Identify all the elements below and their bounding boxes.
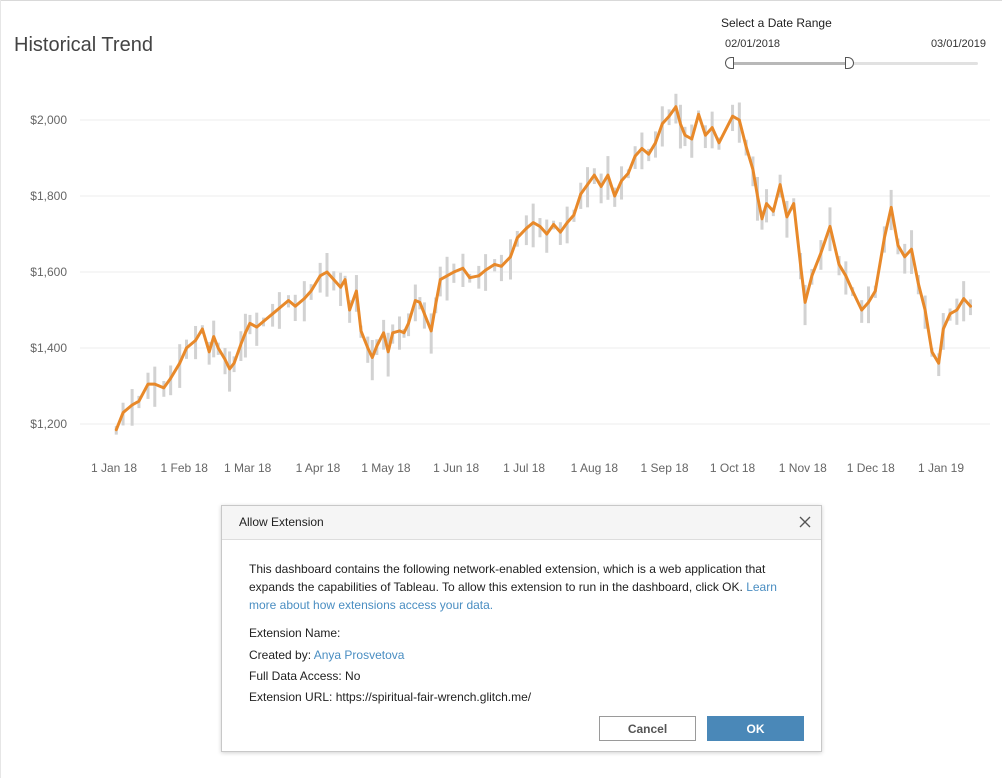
full-data-access-label: Full Data Access:: [249, 669, 342, 683]
x-tick-label: 1 May 18: [361, 461, 411, 475]
dialog-title: Allow Extension: [239, 515, 324, 529]
dialog-header: Allow Extension: [222, 506, 821, 540]
x-tick-label: 1 Jan 19: [918, 461, 964, 475]
y-tick-label: $1,800: [30, 189, 67, 203]
cancel-button[interactable]: Cancel: [599, 716, 696, 741]
y-axis: $1,200 $1,400 $1,600 $1,800 $2,000: [30, 113, 67, 431]
x-tick-label: 1 Oct 18: [710, 461, 756, 475]
created-by-row: Created by: Anya Prosvetova: [249, 648, 404, 662]
x-tick-label: 1 Dec 18: [847, 461, 895, 475]
frame-left-border: [0, 0, 1, 778]
extension-name-label: Extension Name:: [249, 626, 341, 640]
frame-top-border: [0, 0, 1002, 1]
ok-button[interactable]: OK: [707, 716, 804, 741]
date-range-label: Select a Date Range: [721, 16, 832, 30]
historical-trend-chart: $1,200$1,400$1,600$1,800$2,000 1 Jan 18 1…: [30, 93, 990, 475]
created-by-label: Created by:: [249, 648, 312, 662]
extension-name-row: Extension Name:: [249, 626, 340, 640]
x-tick-label: 1 Apr 18: [296, 461, 341, 475]
learn-more-link[interactable]: Learn more about how extensions access y…: [249, 580, 777, 612]
extension-url-row: Extension URL: https://spiritual-fair-wr…: [249, 690, 531, 704]
date-range-start-value: 02/01/2018: [725, 38, 781, 50]
y-tick-label: $1,400: [30, 341, 67, 355]
x-tick-label: 1 Jun 18: [433, 461, 479, 475]
close-icon[interactable]: [795, 512, 815, 532]
x-tick-label: 1 Jul 18: [503, 461, 545, 475]
x-tick-label: 1 Jan 18: [91, 461, 137, 475]
price-range-bars: [114, 93, 972, 435]
page-title: Historical Trend: [14, 34, 153, 56]
x-tick-label: 1 Mar 18: [224, 461, 272, 475]
y-tick-label: $2,000: [30, 113, 67, 127]
dialog-message: This dashboard contains the following ne…: [249, 560, 799, 614]
created-by-link[interactable]: Anya Prosvetova: [313, 648, 405, 662]
x-axis: 1 Jan 18 1 Feb 18 1 Mar 18 1 Apr 18 1 May 18…: [91, 461, 964, 475]
extension-url-value: https://spiritual-fair-wrench.glitch.me/: [335, 690, 532, 704]
y-tick-label: $1,600: [30, 265, 67, 279]
full-data-access-row: Full Data Access: No: [249, 669, 360, 683]
date-range-end-value: 03/01/2019: [930, 38, 986, 50]
date-range-start-handle[interactable]: [725, 57, 734, 69]
allow-extension-dialog: Allow Extension This dashboard contains …: [221, 505, 822, 752]
x-tick-label: 1 Nov 18: [779, 461, 827, 475]
full-data-access-value: No: [345, 669, 361, 683]
date-range-end-handle[interactable]: [844, 57, 854, 69]
extension-url-label: Extension URL:: [249, 690, 333, 704]
price-line-series: [114, 105, 972, 432]
price-line: [114, 105, 972, 432]
dialog-body-text: This dashboard contains the following ne…: [249, 562, 766, 594]
date-range-slider-selection: [729, 62, 849, 65]
y-tick-label: $1,200: [30, 417, 67, 431]
date-range-filter: Select a Date Range 02/01/2018 03/01/201…: [721, 14, 986, 74]
x-tick-label: 1 Aug 18: [571, 461, 619, 475]
x-tick-label: 1 Sep 18: [641, 461, 689, 475]
chart-gridlines: [80, 119, 990, 425]
x-tick-label: 1 Feb 18: [161, 461, 209, 475]
